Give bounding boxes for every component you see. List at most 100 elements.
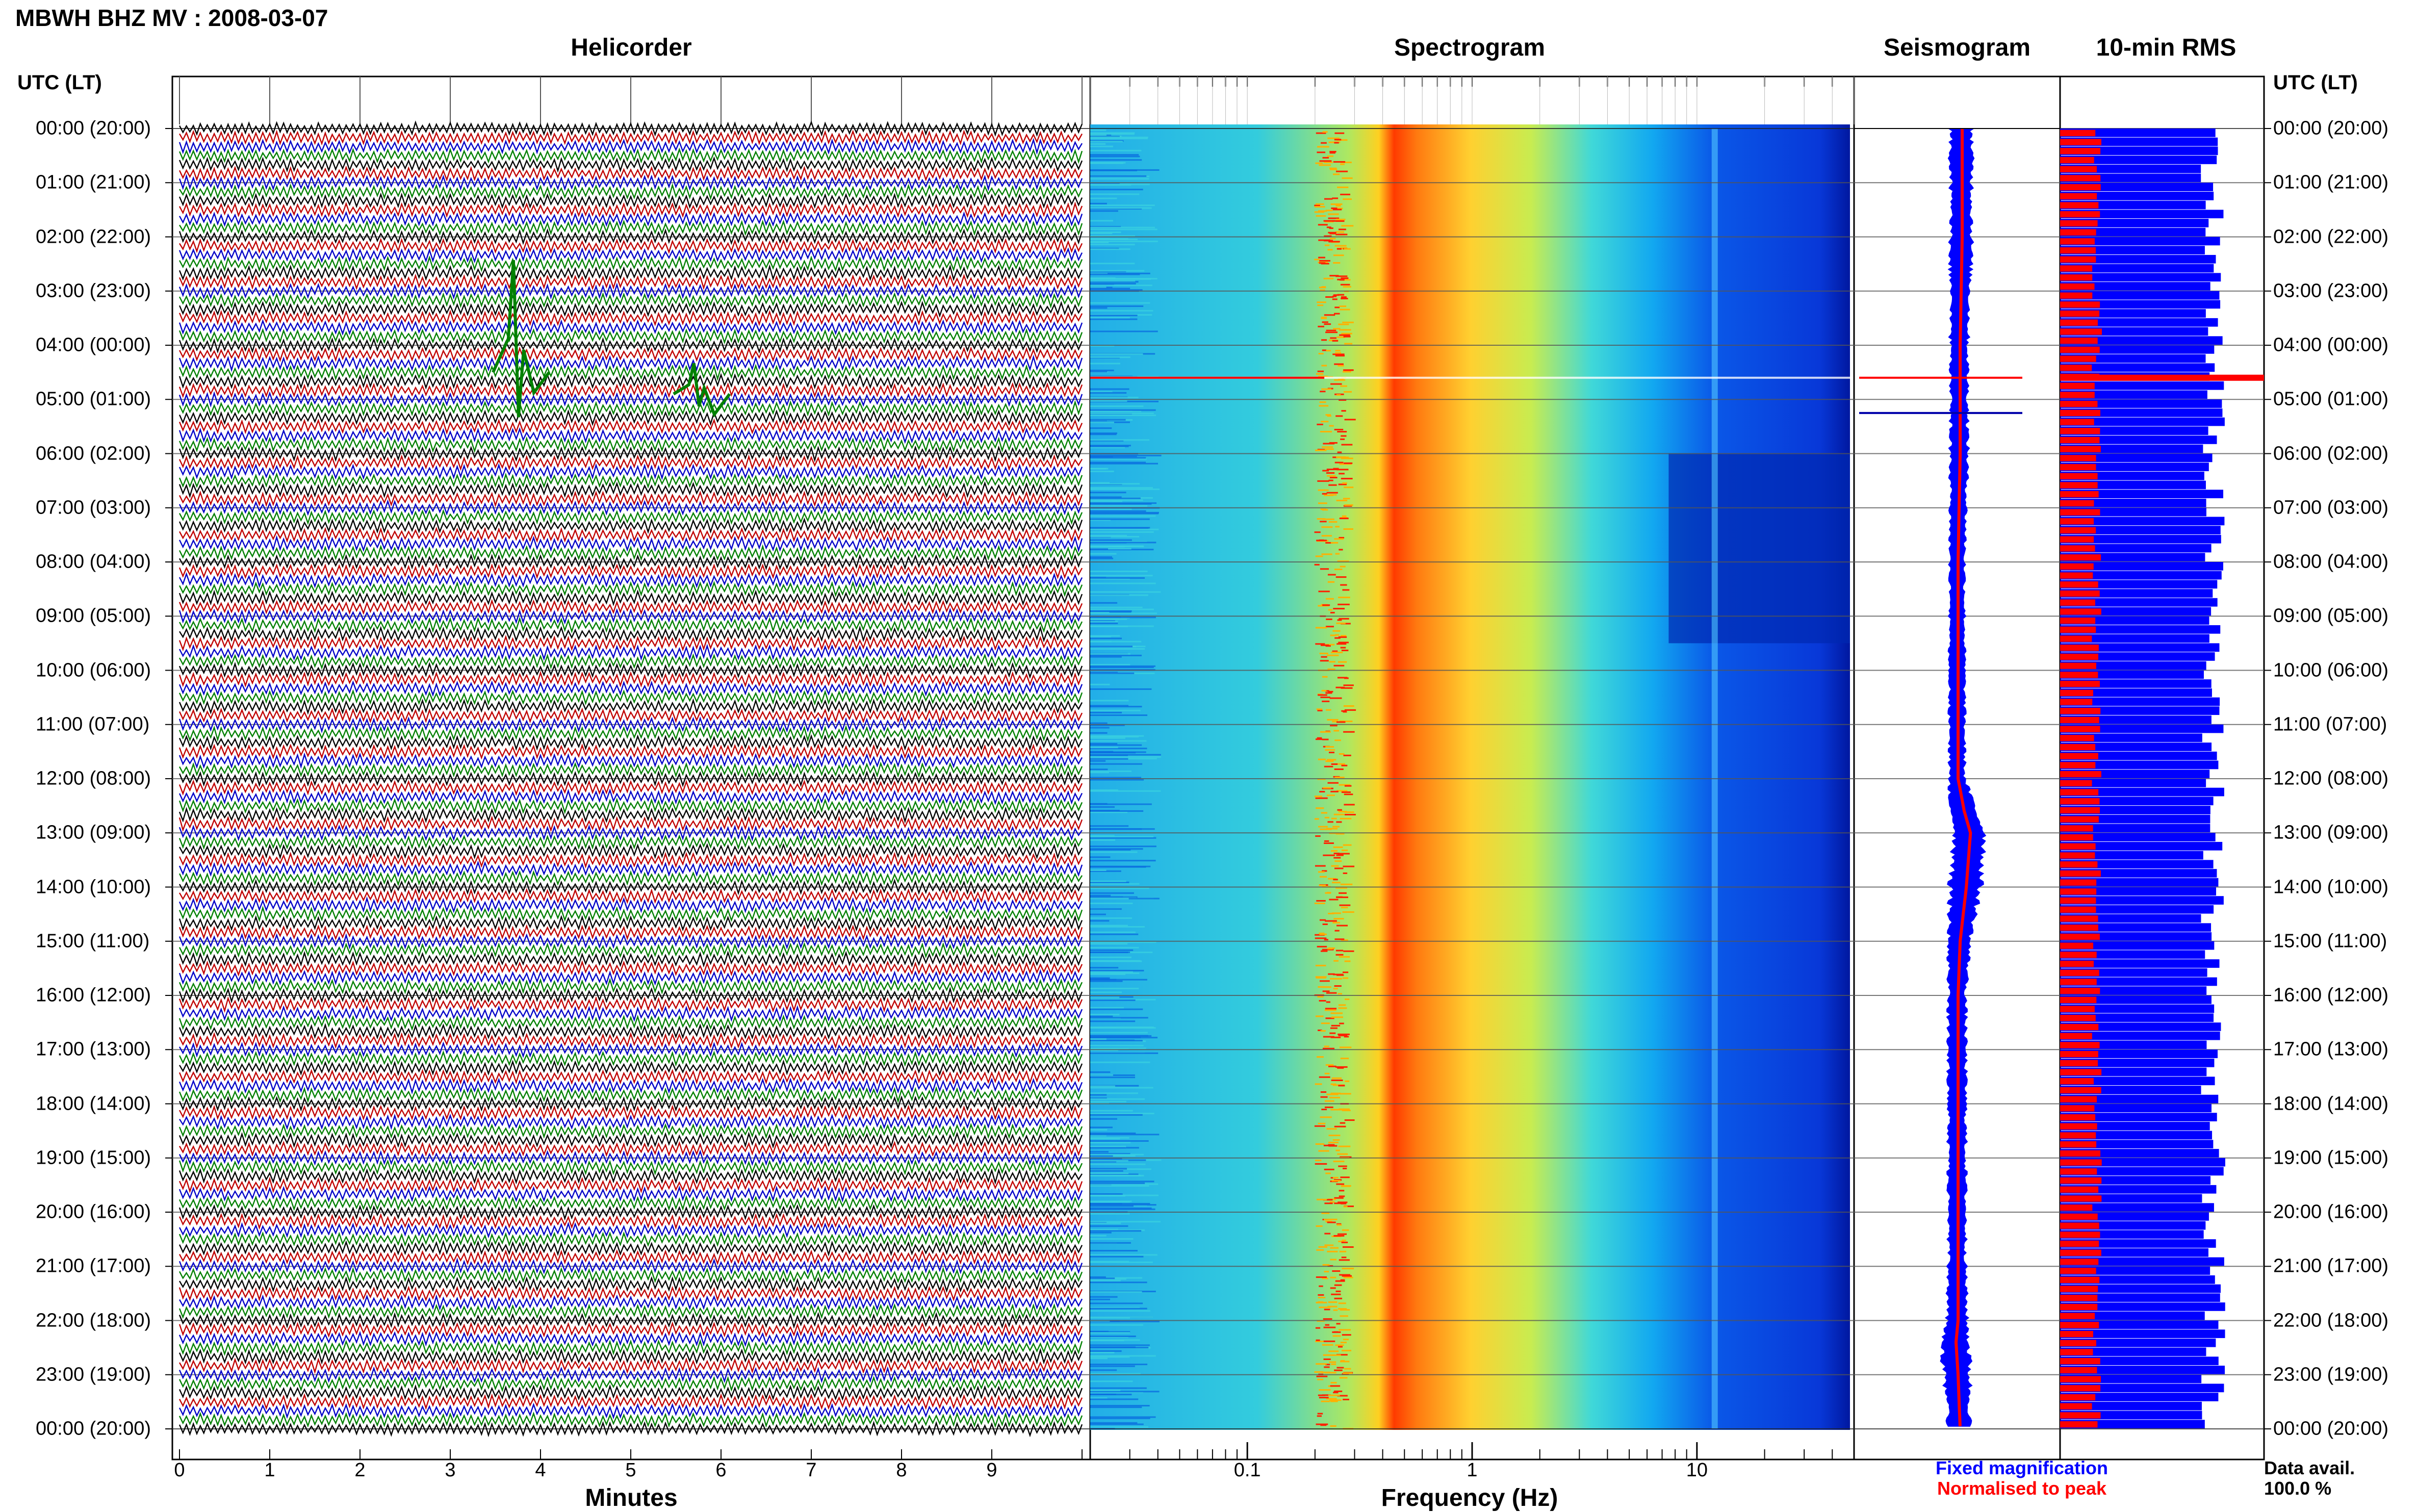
spectrogram-speckle	[1318, 257, 1325, 259]
spectrogram-streak	[1090, 656, 1122, 658]
spectrogram-speckle	[1334, 938, 1345, 940]
rms-normalised-bar	[2060, 400, 2098, 407]
rms-normalised-bar	[2060, 509, 2100, 516]
helicorder-trace	[178, 1159, 1083, 1176]
spectrogram-speckle	[1323, 220, 1335, 222]
spectrogram-streak	[1090, 683, 1110, 685]
spectrogram-title: Spectrogram	[1394, 34, 1546, 61]
rms-normalised-bar	[2060, 1186, 2099, 1193]
spectrogram-speckle	[1328, 690, 1333, 693]
spectrogram-streak	[1090, 648, 1145, 650]
spectrogram-streak	[1090, 1085, 1115, 1087]
spectrogram-streak	[1090, 756, 1161, 758]
helicorder-trace	[178, 824, 1083, 841]
spectrogram-streak	[1090, 1261, 1129, 1263]
rms-fixed-bar	[2060, 291, 2220, 300]
helicorder-trace	[178, 391, 1083, 408]
rms-normalised-bar	[2060, 1042, 2100, 1048]
spectrogram-speckle	[1336, 1223, 1342, 1225]
spectrogram-speckle	[1325, 414, 1331, 416]
spectrogram-speckle	[1322, 493, 1327, 495]
spectrogram-speckle	[1324, 765, 1333, 767]
spectrogram-streak	[1090, 883, 1140, 885]
spectrogram-gradient	[1090, 124, 1850, 1430]
spectrogram-speckle	[1340, 1279, 1345, 1281]
helicorder-trace	[178, 1321, 1083, 1338]
right-time-label: 22:00 (18:00)	[2273, 1310, 2389, 1331]
station-title: MBWH BHZ MV : 2008-03-07	[15, 5, 328, 31]
helicorder-trace	[178, 607, 1083, 625]
spectrogram-speckle	[1330, 542, 1339, 544]
spectrogram-speckle	[1336, 139, 1348, 141]
spectrogram-speckle	[1338, 1302, 1346, 1304]
spectrogram-speckle	[1333, 1392, 1339, 1394]
spectrogram-speckle	[1335, 1280, 1345, 1282]
spectrogram-speckle	[1323, 1318, 1332, 1320]
spectrogram-speckle	[1328, 1065, 1336, 1067]
helicorder-trace	[178, 734, 1083, 751]
spectrogram-speckle	[1343, 844, 1352, 846]
spectrogram-speckle	[1334, 462, 1344, 464]
helicorder-trace	[178, 346, 1083, 363]
spectrogram-streak	[1090, 228, 1158, 230]
spectrogram-streak	[1090, 248, 1130, 250]
spectrogram-streak	[1090, 608, 1154, 610]
spectrogram-streak	[1090, 497, 1141, 499]
spectrogram-speckle	[1319, 405, 1329, 407]
helicorder-trace	[178, 1294, 1083, 1311]
spectrogram-speckle	[1332, 209, 1342, 211]
spectrogram-streak	[1090, 1296, 1118, 1298]
seismogram-fixed-envelope	[1940, 128, 1987, 1427]
spectrogram-speckle	[1329, 1361, 1336, 1363]
spectrogram-streak	[1090, 1146, 1125, 1148]
spectrogram-streak	[1090, 445, 1129, 447]
spectrogram-speckle	[1330, 1083, 1336, 1085]
spectrogram-speckle	[1333, 813, 1345, 815]
spectrogram-speckle	[1336, 1367, 1344, 1369]
spectrogram-speckle	[1326, 329, 1336, 331]
spectrogram-speckle	[1315, 1327, 1321, 1329]
left-time-label: 01:00 (21:00)	[36, 171, 151, 193]
spectrogram-speckle	[1332, 220, 1344, 222]
spectrogram-speckle	[1330, 725, 1338, 727]
spectrogram-speckle	[1339, 1377, 1348, 1379]
spectrogram-streak	[1090, 777, 1142, 779]
spectrogram-speckle	[1345, 1080, 1350, 1082]
right-time-label: 13:00 (09:00)	[2273, 822, 2389, 843]
spectrogram-streak	[1090, 1193, 1122, 1195]
spectrogram-streak	[1090, 458, 1147, 460]
spectrogram-speckle	[1337, 809, 1342, 811]
spectrogram-streak	[1090, 189, 1143, 191]
spectrogram-streak	[1090, 709, 1141, 711]
helicorder-trace	[178, 599, 1083, 616]
spectrogram-speckle	[1327, 415, 1331, 417]
spectrogram-streak	[1090, 908, 1122, 910]
spectrogram-speckle	[1314, 204, 1320, 207]
spectrogram-streak	[1090, 1225, 1128, 1227]
spectrogram-speckle	[1340, 279, 1351, 281]
right-time-label: 23:00 (19:00)	[2273, 1364, 2389, 1386]
spectrogram-speckle	[1334, 306, 1340, 309]
spectrogram-streak	[1090, 528, 1159, 530]
spectrogram-streak	[1090, 1373, 1141, 1375]
spectrogram-streak	[1090, 1350, 1122, 1352]
spectrogram-speckle	[1328, 1141, 1339, 1143]
spectrogram-speckle	[1316, 215, 1326, 217]
rms-normalised-bar	[2060, 572, 2093, 579]
helicorder-trace	[178, 951, 1083, 968]
spectrogram-streak	[1090, 280, 1136, 282]
helicorder-trace	[178, 382, 1083, 399]
spectrogram-speckle	[1321, 812, 1327, 814]
spectrogram-streak	[1090, 409, 1156, 411]
spectrogram-speckle	[1332, 298, 1338, 300]
spectrogram-speckle	[1328, 1394, 1340, 1396]
spectrogram-speckle	[1327, 1250, 1338, 1252]
spectrogram-streak	[1090, 1340, 1124, 1342]
spectrogram-speckle	[1335, 355, 1345, 357]
spectrogram-speckle	[1318, 694, 1327, 696]
rms-normalised-bar	[2060, 1123, 2097, 1130]
rms-normalised-bar	[2060, 220, 2098, 227]
spectrogram-streak	[1090, 845, 1156, 848]
rms-normalised-bar	[2060, 1240, 2099, 1247]
helicorder-trace	[178, 924, 1083, 940]
